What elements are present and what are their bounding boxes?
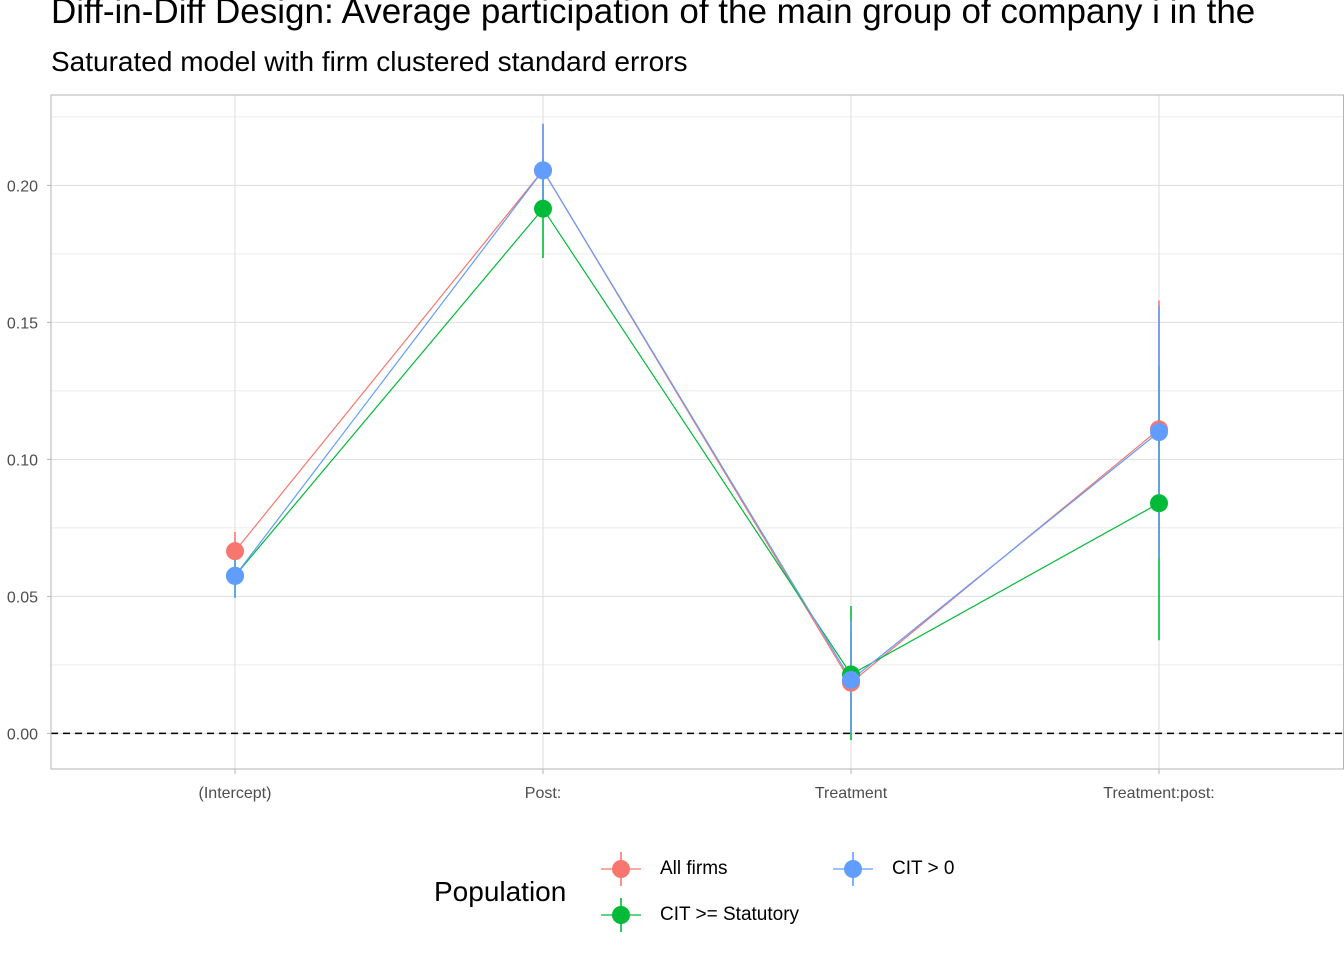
axis-layer: 0.00 0.05 0.10 0.15 0.20 (Intercept) Post: Trea… [7, 94, 1344, 802]
data-point-0-0 [226, 542, 244, 561]
series-line-0 [234, 169, 1160, 684]
y-tick-label: 0.10 [7, 452, 38, 469]
data-point-1-1 [534, 199, 552, 218]
y-tick-label: 0.20 [7, 178, 38, 195]
data-point-2-3 [1150, 423, 1168, 441]
data-point-2-0 [226, 566, 244, 585]
chart-title: Diff-in-Diff Design: Average participati… [51, 0, 1256, 31]
legend-label-cit-positive: CIT > 0 [892, 858, 955, 879]
panel-border [50, 94, 1344, 770]
legend-keys-layer [601, 852, 873, 932]
legend-key-point-0 [612, 860, 630, 878]
x-tick-label: Treatment [815, 785, 888, 802]
legend-label-cit-statutory: CIT >= Statutory [660, 904, 800, 925]
legend-key-point-2 [844, 860, 862, 878]
series-line-1 [234, 207, 1160, 676]
x-tick-label: Post: [525, 785, 561, 802]
data-point-2-2 [842, 670, 860, 689]
points-layer [226, 161, 1168, 692]
data-point-1-3 [1150, 494, 1168, 513]
x-tick-label: (Intercept) [199, 785, 272, 802]
series-line-2 [234, 169, 1160, 681]
y-tick-label: 0.15 [7, 315, 38, 332]
legend-label-all-firms: All firms [660, 858, 728, 879]
y-tick-label: 0.00 [7, 726, 38, 743]
legend-key-point-1 [612, 906, 630, 924]
error-bars-layer [234, 123, 1160, 741]
series-lines-layer [234, 169, 1160, 684]
y-tick-label: 0.05 [7, 589, 38, 606]
x-tick-label: Treatment:post: [1103, 785, 1214, 802]
data-point-2-1 [534, 161, 552, 180]
grid-layer [51, 95, 1344, 769]
legend-title: Population [434, 876, 567, 907]
chart-subtitle: Saturated model with firm clustered stan… [51, 46, 688, 77]
